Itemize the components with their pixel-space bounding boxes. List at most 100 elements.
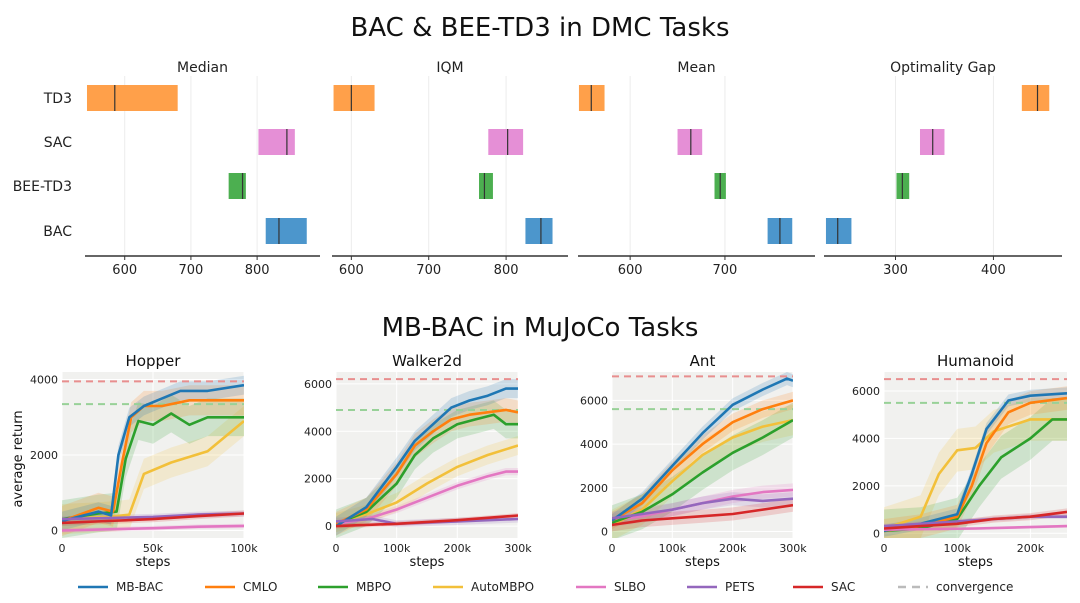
- interval-bar-td3: [333, 85, 375, 111]
- curve-panel-ant: 0 100k 200k 300k 0 2000 4000 6000 Ant steps: [580, 352, 807, 570]
- band-cmlo: [336, 398, 518, 536]
- y-tick-label: 0: [51, 524, 58, 537]
- series-line-mb-bac: [62, 383, 244, 523]
- legend-item-convergence: convergence: [898, 580, 1013, 594]
- legend-item-autombpo: AutoMBPO: [433, 580, 534, 594]
- series-line-cmlo: [612, 399, 793, 522]
- y-tick-label: 4000: [304, 425, 332, 438]
- series-line-pets: [612, 497, 793, 520]
- legend-item-mbpo: MBPO: [318, 580, 391, 594]
- plot-background: [884, 372, 1067, 538]
- x-axis-label: steps: [685, 555, 720, 570]
- legend-label: AutoMBPO: [471, 580, 534, 594]
- legend-item-pets: PETS: [687, 580, 755, 594]
- interval-bar-bac: [525, 218, 553, 244]
- y-tick-label: 0: [873, 527, 880, 540]
- legend-label: CMLO: [243, 580, 277, 594]
- curve-panel-title: Walker2d: [392, 352, 462, 370]
- category-label-sac: SAC: [44, 135, 72, 151]
- x-tick-label: 300: [883, 263, 908, 278]
- series-line-autombpo: [612, 418, 793, 527]
- legend: MB-BAC CMLO MBPO AutoMBPO SLBO PETS SAC converg…: [78, 580, 1013, 594]
- x-tick-label: 100k: [944, 542, 972, 555]
- plot-area: [336, 378, 518, 538]
- legend-item-sac: SAC: [793, 580, 855, 594]
- series-line-sac: [62, 512, 244, 525]
- ci-panel-median: Median 600 700 800: [85, 60, 320, 278]
- curve-panel-humanoid: 0 100k 200k 0 2000 4000 6000 Humanoid steps: [852, 352, 1067, 570]
- curve-panel-hopper: 0 50k 100k 0 2000 4000 Hopper steps average retu…: [11, 352, 258, 570]
- ci-panel-title: Mean: [677, 60, 715, 76]
- ci-panel-title: Optimality Gap: [890, 60, 996, 76]
- x-tick-label: 700: [179, 263, 204, 278]
- y-tick-label: 4000: [580, 438, 608, 451]
- ci-panel-title: Median: [177, 60, 228, 76]
- y-tick-label: 4000: [852, 432, 880, 445]
- interval-bar-bee-td3: [479, 173, 493, 199]
- legend-label: convergence: [936, 580, 1013, 594]
- ci-panel-iqm: IQM 600 700 800: [332, 60, 568, 278]
- band-autombpo: [612, 404, 793, 538]
- series-line-slbo: [336, 470, 518, 526]
- curve-panel-title: Ant: [690, 352, 716, 370]
- x-tick-label: 800: [494, 263, 519, 278]
- x-tick-label: 0: [333, 542, 340, 555]
- x-tick-label: 0: [881, 542, 888, 555]
- legend-label: SLBO: [614, 580, 646, 594]
- interval-bar-td3: [86, 85, 178, 111]
- curve-panel-title: Humanoid: [937, 352, 1014, 370]
- x-tick-label: 100k: [659, 542, 687, 555]
- band-mbpo: [884, 398, 1067, 538]
- y-tick-label: 2000: [852, 480, 880, 493]
- x-axis-label: steps: [958, 555, 993, 570]
- interval-bar-sac: [258, 129, 295, 155]
- legend-label: MBPO: [356, 580, 391, 594]
- legend-label: SAC: [831, 580, 855, 594]
- series-line-cmlo: [336, 408, 518, 525]
- curve-panel-walker2d: 0 100k 200k 300k 0 2000 4000 6000 Walker2d steps: [304, 352, 532, 570]
- band-mbpo: [62, 394, 244, 538]
- series-line-mb-bac: [336, 387, 518, 528]
- x-tick-label: 800: [245, 263, 270, 278]
- interval-bar-bac: [265, 218, 307, 244]
- ci-panels: Median 600 700 800 IQM 600 700 800 Mean 600 700 Opt…: [13, 60, 1062, 278]
- interval-bar-bac: [825, 218, 852, 244]
- x-tick-label: 50k: [143, 542, 164, 555]
- ci-panel-mean: Mean 600 700: [578, 60, 815, 278]
- x-tick-label: 600: [618, 263, 643, 278]
- curve-panels: 0 50k 100k 0 2000 4000 Hopper steps average retu…: [11, 352, 1067, 570]
- legend-item-cmlo: CMLO: [205, 580, 277, 594]
- x-tick-label: 200k: [1017, 542, 1045, 555]
- series-line-sac: [612, 503, 793, 527]
- x-tick-label: 700: [713, 263, 738, 278]
- y-tick-label: 0: [325, 520, 332, 533]
- series-line-sac: [336, 514, 518, 528]
- interval-bar-sac: [677, 129, 703, 155]
- x-tick-label: 0: [609, 542, 616, 555]
- interval-bar-bee-td3: [228, 173, 246, 199]
- curve-panel-title: Hopper: [126, 352, 182, 370]
- top-title: BAC & BEE-TD3 in DMC Tasks: [350, 13, 729, 43]
- ci-panel-optimality-gap: Optimality Gap 300 400: [824, 60, 1062, 278]
- y-tick-label: 2000: [580, 482, 608, 495]
- y-tick-label: 4000: [30, 374, 58, 387]
- series-line-sac: [884, 510, 1067, 530]
- series-line-mbpo: [612, 418, 793, 524]
- x-tick-label: 200k: [719, 542, 747, 555]
- x-axis-label: steps: [136, 555, 171, 570]
- x-tick-label: 600: [112, 263, 137, 278]
- category-label-bac: BAC: [43, 224, 72, 240]
- category-label-td3: TD3: [43, 91, 72, 107]
- series-line-autombpo: [336, 444, 518, 524]
- y-tick-label: 0: [601, 525, 608, 538]
- x-tick-label: 0: [59, 542, 66, 555]
- y-tick-label: 6000: [852, 385, 880, 398]
- legend-label: MB-BAC: [116, 580, 163, 594]
- x-tick-label: 100k: [230, 542, 258, 555]
- series-line-autombpo: [884, 418, 1067, 530]
- series-line-mbpo: [336, 413, 518, 526]
- band-cmlo: [62, 385, 244, 537]
- x-axis-label: steps: [410, 555, 445, 570]
- y-tick-label: 2000: [304, 473, 332, 486]
- interval-bar-sac: [488, 129, 524, 155]
